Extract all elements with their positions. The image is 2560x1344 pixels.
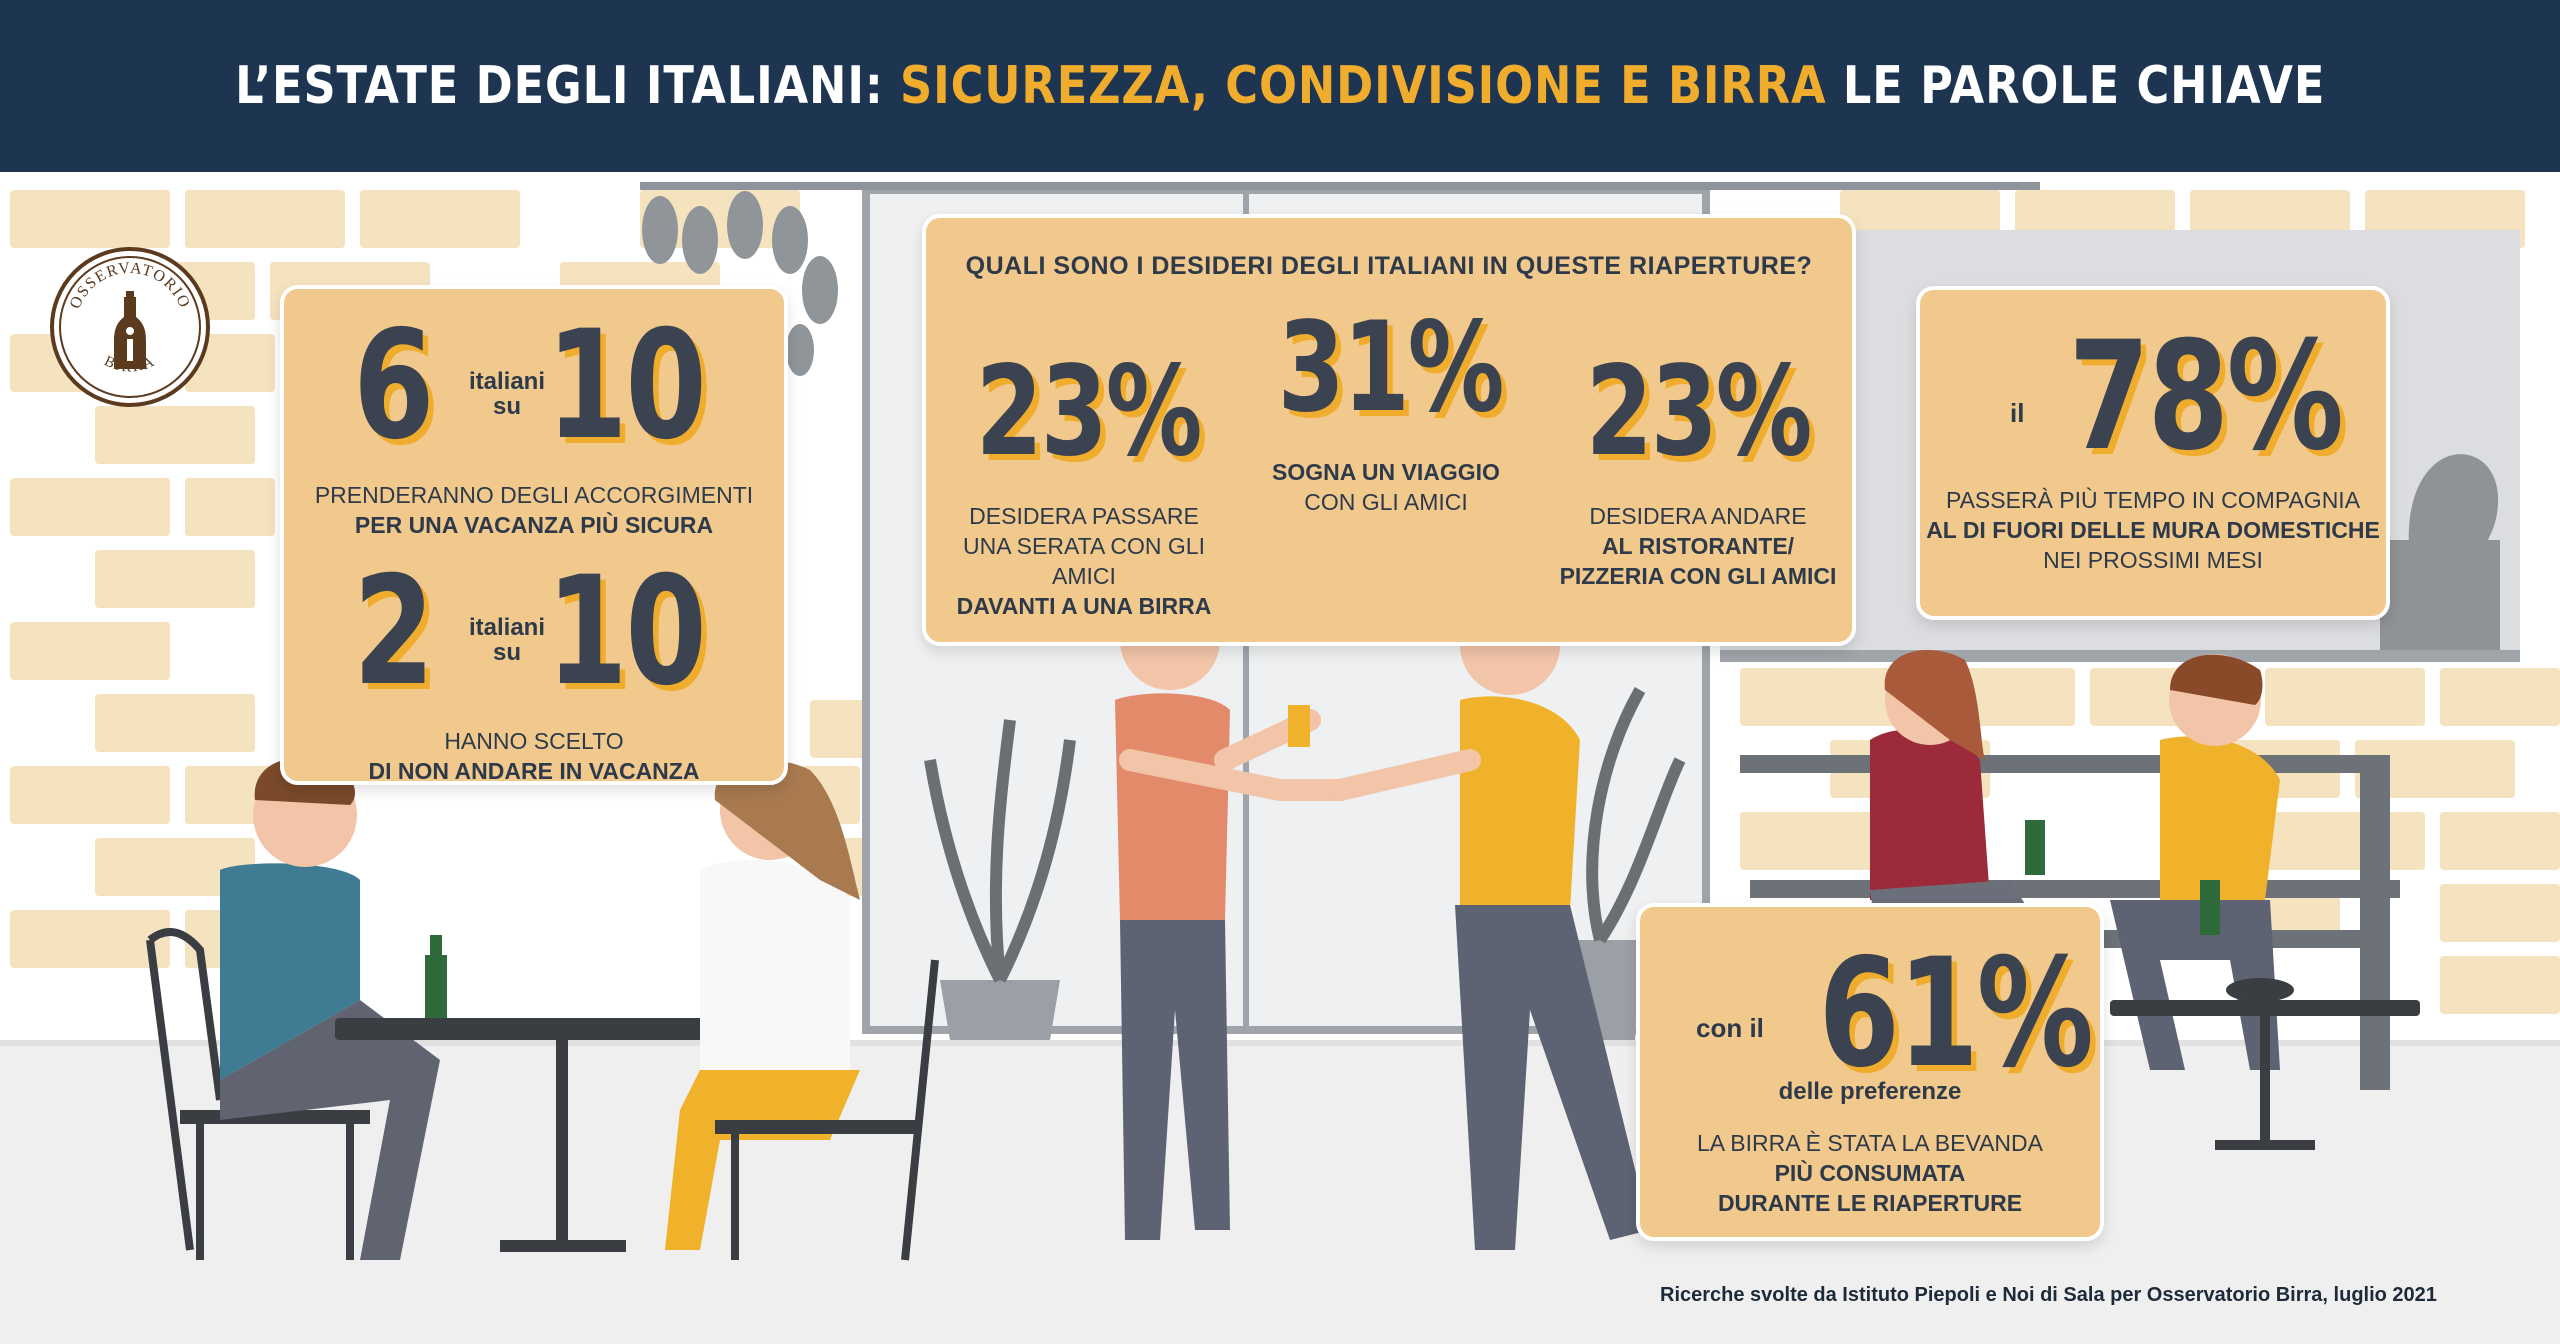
left-table-group [146, 757, 939, 1261]
desire-line1: SOGNA UN VIAGGIO [1272, 459, 1500, 485]
desire-item-restaurant: 23% DESIDERA ANDARE AL RISTORANTE/ PIZZE… [1548, 350, 1848, 592]
beer-prefix: con il [1696, 1013, 1764, 1043]
stat-box-beer: con il 61% delle preferenze LA BIRRA È S… [1636, 903, 2104, 1241]
potted-plant [924, 719, 1076, 1040]
stat-6-su-10: 6 italiani su 10 [284, 311, 784, 461]
desire-item-travel: 31% SOGNA UN VIAGGIO CON GLI AMICI [1246, 306, 1526, 518]
stat2-line1: HANNO SCELTO [444, 728, 624, 754]
desire-line3: PIZZERIA CON GLI AMICI [1559, 562, 1837, 589]
stat-box-vacations: 6 italiani su 10 PRENDERANNO DEGLI ACCOR… [280, 285, 788, 785]
stat1-line2: PER UNA VACANZA PIÙ SICURA [354, 511, 714, 538]
desire-line2: CON GLI AMICI [1304, 488, 1468, 515]
osservatorio-birra-logo: OSSERVATORIO BIRRA [50, 247, 210, 407]
header-banner: L’ESTATE DEGLI ITALIANI: SICUREZZA, COND… [0, 0, 2560, 172]
desire-item-beer: 23% DESIDERA PASSARE UNA SERATA CON GLI … [944, 350, 1224, 622]
stat-box-desires: QUALI SONO I DESIDERI DEGLI ITALIANI IN … [922, 214, 1856, 646]
stat-den: 10 [546, 299, 706, 473]
beer-line3: DURANTE LE RIAPERTURE [1717, 1189, 2023, 1216]
stat-su: su [492, 393, 521, 421]
stat-2-su-10: 2 italiani su 10 [284, 557, 784, 707]
beer-line1: LA BIRRA È STATA LA BEVANDA [1697, 1130, 2043, 1156]
desires-title: QUALI SONO I DESIDERI DEGLI ITALIANI IN … [965, 252, 1813, 280]
stat1-line1: PRENDERANNO DEGLI ACCORGIMENTI [314, 482, 754, 508]
desire-value: 31% [1277, 296, 1505, 440]
desire-value: 23% [975, 340, 1203, 484]
beer-line2: PIÙ CONSUMATA [1774, 1159, 1966, 1186]
stat2-line2: DI NON ANDARE IN VACANZA [368, 757, 700, 784]
company-prefix: il [2010, 398, 2025, 428]
title-part1: L’ESTATE DEGLI ITALIANI: [234, 56, 884, 116]
desire-value: 23% [1585, 340, 1813, 484]
beer-caption: LA BIRRA È STATA LA BEVANDA PIÙ CONSUMAT… [1640, 1129, 2100, 1219]
desire-line1: DESIDERA PASSARE [969, 503, 1199, 529]
beer-bottle-icon: OSSERVATORIO BIRRA [59, 256, 201, 398]
title-highlight: SICUREZZA, CONDIVISIONE E BIRRA [899, 56, 1827, 116]
desire-line3: DAVANTI A UNA BIRRA [956, 592, 1212, 619]
stat-italiani: italiani [468, 368, 546, 395]
hanging-plant [642, 191, 838, 376]
stat-box-company: il 78% PASSERÀ PIÙ TEMPO IN COMPAGNIA AL… [1916, 286, 2390, 620]
page-title: L’ESTATE DEGLI ITALIANI: SICUREZZA, COND… [235, 56, 2325, 116]
stat2-caption: HANNO SCELTO DI NON ANDARE IN VACANZA [284, 727, 784, 787]
desire-line2: AL RISTORANTE/ [1601, 532, 1795, 559]
stat1-caption: PRENDERANNO DEGLI ACCORGIMENTI PER UNA V… [284, 481, 784, 541]
company-line3: NEI PROSSIMI MESI [2043, 546, 2263, 573]
brick-wall-right [1740, 190, 2560, 1014]
desire-line2: UNA SERATA CON GLI AMICI [963, 532, 1205, 589]
company-value: 78% [2068, 310, 2344, 484]
title-part2: LE PAROLE CHIAVE [1842, 56, 2326, 116]
company-line2: AL DI FUORI DELLE MURA DOMESTICHE [1926, 516, 2380, 543]
beer-suffix: delle preferenze [1778, 1078, 1962, 1105]
stat-su: su [492, 639, 521, 667]
company-line1: PASSERÀ PIÙ TEMPO IN COMPAGNIA [1945, 487, 2361, 513]
company-caption: PASSERÀ PIÙ TEMPO IN COMPAGNIA AL DI FUO… [1920, 486, 2386, 576]
stat-num: 2 [353, 545, 434, 719]
stat-den: 10 [546, 545, 706, 719]
desire-line1: DESIDERA ANDARE [1589, 503, 1807, 529]
stat-num: 6 [353, 299, 434, 473]
stat-italiani: italiani [468, 614, 546, 641]
beer-value: 61% [1818, 927, 2094, 1101]
source-footnote: Ricerche svolte da Istituto Piepoli e No… [1660, 1284, 2437, 1306]
